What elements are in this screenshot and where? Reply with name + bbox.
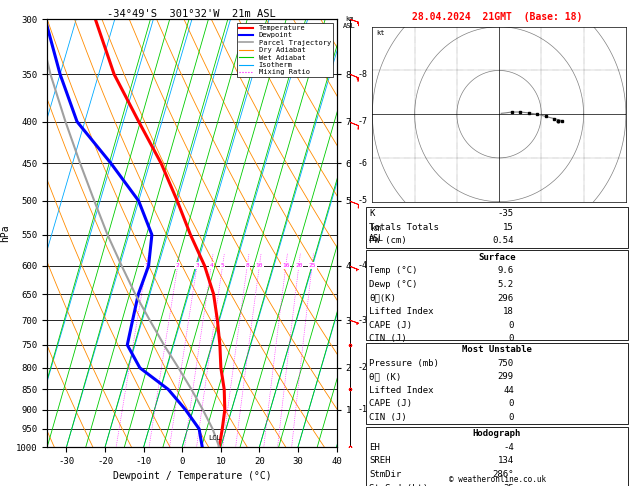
- Text: 299: 299: [498, 372, 514, 382]
- Text: θᴇ(K): θᴇ(K): [369, 294, 396, 303]
- Text: 25: 25: [308, 263, 316, 268]
- Text: 2: 2: [176, 263, 180, 268]
- Text: θᴇ (K): θᴇ (K): [369, 372, 401, 382]
- Text: 0: 0: [508, 399, 514, 409]
- Legend: Temperature, Dewpoint, Parcel Trajectory, Dry Adiabat, Wet Adiabat, Isotherm, Mi: Temperature, Dewpoint, Parcel Trajectory…: [237, 23, 333, 77]
- Text: 296: 296: [498, 294, 514, 303]
- Text: 10: 10: [255, 263, 263, 268]
- X-axis label: Dewpoint / Temperature (°C): Dewpoint / Temperature (°C): [113, 471, 271, 482]
- Text: 0.54: 0.54: [493, 236, 514, 245]
- Text: -4: -4: [503, 443, 514, 452]
- Text: Pressure (mb): Pressure (mb): [369, 359, 439, 368]
- Text: © weatheronline.co.uk: © weatheronline.co.uk: [449, 474, 546, 484]
- Text: -35: -35: [498, 209, 514, 218]
- Text: 1: 1: [145, 263, 148, 268]
- Text: 9.6: 9.6: [498, 266, 514, 276]
- Text: -4: -4: [357, 261, 367, 270]
- Text: Lifted Index: Lifted Index: [369, 386, 434, 395]
- Text: 18: 18: [503, 307, 514, 316]
- Text: 44: 44: [503, 386, 514, 395]
- Text: 0: 0: [508, 413, 514, 422]
- Text: Most Unstable: Most Unstable: [462, 345, 532, 354]
- Title: -34°49'S  301°32'W  21m ASL: -34°49'S 301°32'W 21m ASL: [108, 9, 276, 18]
- Text: 3: 3: [195, 263, 199, 268]
- Text: 286°: 286°: [493, 470, 514, 479]
- Text: StmSpd (kt): StmSpd (kt): [369, 484, 428, 486]
- Text: CIN (J): CIN (J): [369, 413, 407, 422]
- Text: CAPE (J): CAPE (J): [369, 399, 412, 409]
- Text: 0: 0: [508, 321, 514, 330]
- Text: 16: 16: [282, 263, 289, 268]
- Text: 5.2: 5.2: [498, 280, 514, 289]
- Text: 0: 0: [508, 334, 514, 344]
- Text: kt: kt: [377, 31, 385, 36]
- Text: StmDir: StmDir: [369, 470, 401, 479]
- Text: Dewp (°C): Dewp (°C): [369, 280, 418, 289]
- Text: -1: -1: [357, 405, 367, 414]
- Text: Surface: Surface: [478, 253, 516, 262]
- Y-axis label: hPa: hPa: [1, 225, 11, 242]
- Text: PW (cm): PW (cm): [369, 236, 407, 245]
- Text: -2: -2: [357, 364, 367, 372]
- Text: CAPE (J): CAPE (J): [369, 321, 412, 330]
- Text: EH: EH: [369, 443, 380, 452]
- Text: LCL: LCL: [208, 435, 221, 441]
- Text: 4: 4: [209, 263, 213, 268]
- Text: 35: 35: [503, 484, 514, 486]
- Text: 28.04.2024  21GMT  (Base: 18): 28.04.2024 21GMT (Base: 18): [413, 12, 582, 22]
- Text: Temp (°C): Temp (°C): [369, 266, 418, 276]
- Text: -8: -8: [357, 69, 367, 79]
- Text: 20: 20: [295, 263, 303, 268]
- Text: 5: 5: [221, 263, 225, 268]
- Text: 134: 134: [498, 456, 514, 466]
- Text: Hodograph: Hodograph: [473, 429, 521, 438]
- Text: Totals Totals: Totals Totals: [369, 223, 439, 232]
- Text: km
ASL: km ASL: [343, 16, 356, 29]
- Text: SREH: SREH: [369, 456, 391, 466]
- Text: -5: -5: [357, 196, 367, 206]
- Text: CIN (J): CIN (J): [369, 334, 407, 344]
- Text: Lifted Index: Lifted Index: [369, 307, 434, 316]
- Text: -6: -6: [357, 159, 367, 168]
- Text: 750: 750: [498, 359, 514, 368]
- Text: -3: -3: [357, 316, 367, 325]
- Text: 15: 15: [503, 223, 514, 232]
- Text: K: K: [369, 209, 375, 218]
- Y-axis label: km
ASL: km ASL: [369, 224, 384, 243]
- Text: -7: -7: [357, 117, 367, 126]
- Text: 8: 8: [245, 263, 249, 268]
